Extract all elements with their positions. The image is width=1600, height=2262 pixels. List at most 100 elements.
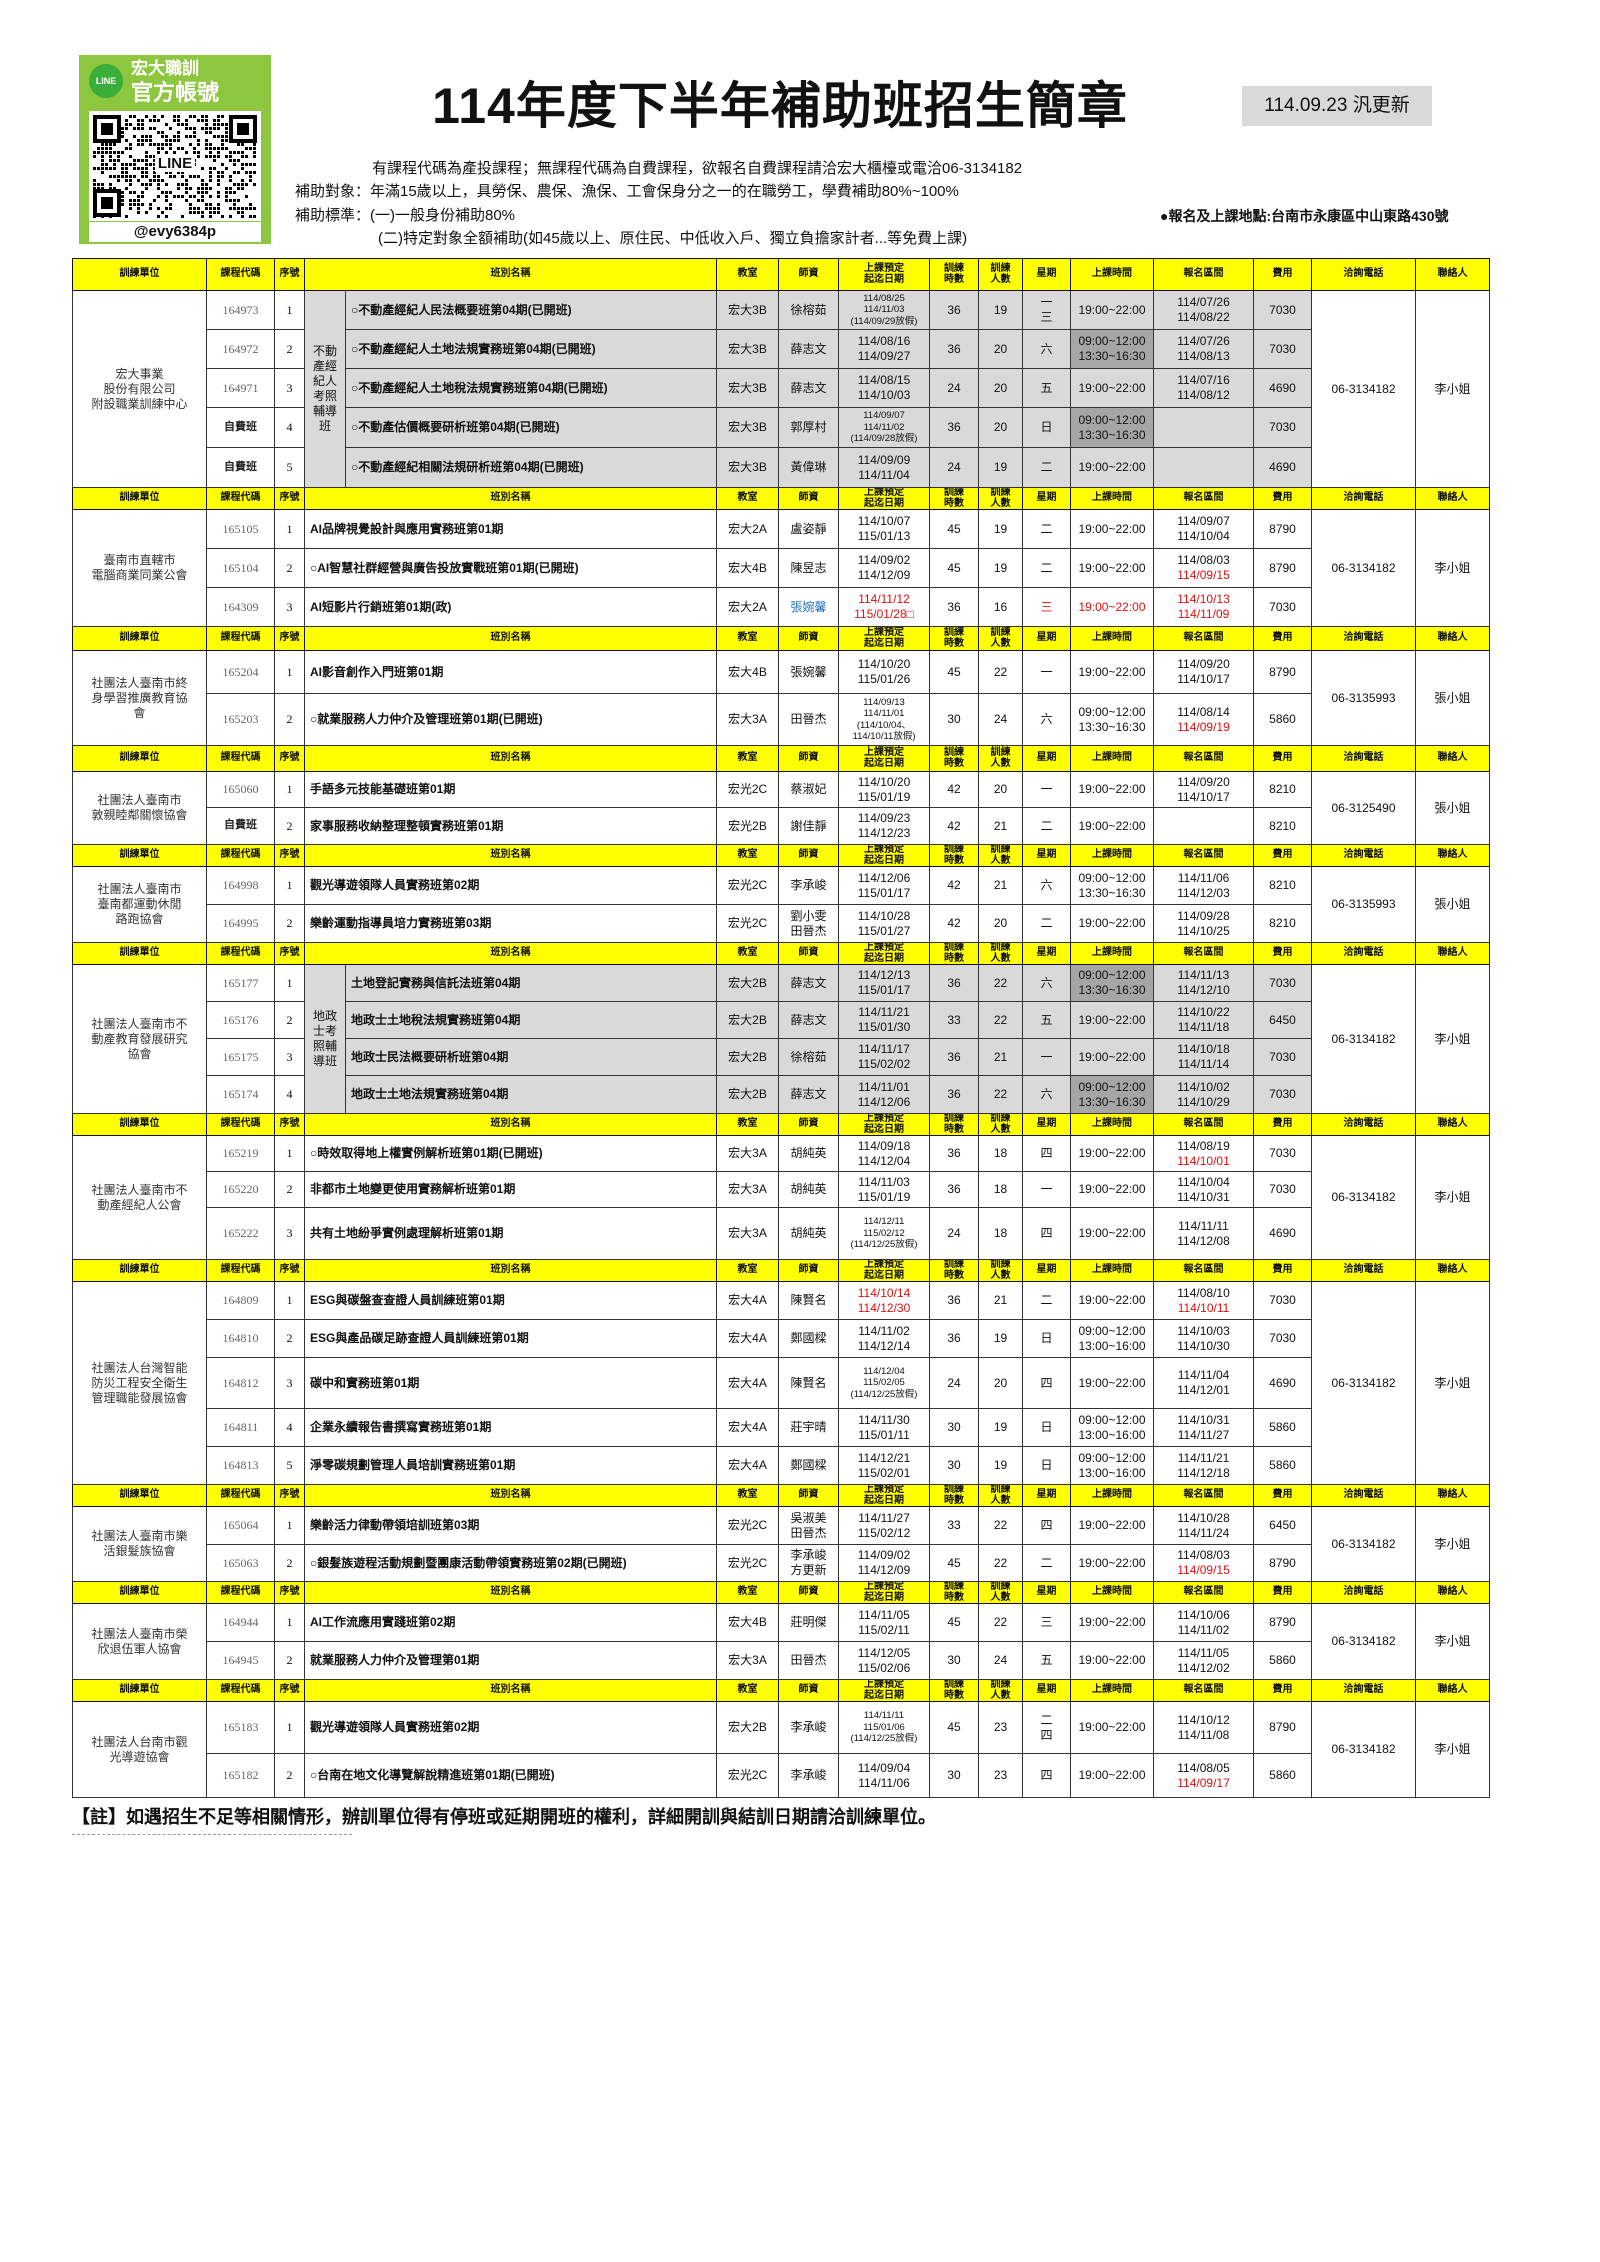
teacher: 張婉馨	[778, 650, 839, 694]
header-contact: 聯絡人	[1415, 745, 1490, 772]
teacher: 李承峻	[778, 1701, 839, 1754]
date-line: 114/11/03	[863, 304, 905, 316]
registration-date: 114/10/06	[1177, 1607, 1230, 1622]
header-time: 上課時間	[1070, 1113, 1154, 1136]
info-line-course-code: 有課程代碼為產投課程；無課程代碼為自費課程，欲報名自費課程請洽宏大櫃檯或電洽06…	[372, 160, 1023, 177]
training-unit: 臺南市直轄市 電腦商業同業公會	[72, 509, 207, 627]
header-dates: 上課預定 起迄日期	[838, 626, 930, 651]
registration-date: 114/08/10	[1177, 1285, 1230, 1300]
registration-period: 114/11/05 114/12/02	[1153, 1641, 1254, 1680]
date-line: 114/12/09	[857, 568, 911, 582]
fee: 4690	[1253, 1357, 1312, 1409]
registration-date: 114/08/12	[1177, 388, 1230, 402]
fee: 8790	[1253, 509, 1312, 549]
class-time: 09:00~12:00 13:00~16:00	[1070, 1319, 1154, 1358]
header-teacher: 師資	[778, 1484, 839, 1507]
fee: 5860	[1253, 1641, 1312, 1680]
header-weekday: 星期	[1022, 1484, 1071, 1507]
class-name: ○不動產經紀人土地法規實務班第04期(已開班)	[345, 329, 717, 369]
class-time: 09:00~12:00 13:30~16:30	[1070, 693, 1154, 746]
classroom: 宏大2B	[716, 1701, 779, 1754]
fee: 7030	[1253, 1281, 1312, 1320]
header-dates: 上課預定 起迄日期	[838, 1581, 930, 1604]
table-row: 164810 2 ESG與產品碳足跡查證人員訓練班第01期 宏大4A 鄭國樑 114/11…	[73, 1319, 1490, 1358]
registration-date: 114/11/09	[1177, 607, 1230, 621]
table-header-row: 訓練單位 課程代碼 序號 班別名稱 教室 師資 上課預定 起迄日期 訓練 時數 訓練 人數 星期上…	[72, 1581, 1490, 1604]
course-dates: 114/11/01 114/12/06	[838, 1075, 930, 1114]
header-room: 教室	[716, 942, 779, 965]
registration-period: 114/10/13 114/11/09	[1153, 587, 1254, 627]
training-people: 21	[978, 1281, 1023, 1320]
table-row: 社團法人臺南市樂 活銀髮族協會 165064 1 樂齡活力律動帶領培訓班第03期 宏光2…	[72, 1506, 1490, 1582]
registration-date: 114/12/08	[1177, 1233, 1230, 1248]
table-row: 165176 2 地政士土地稅法規實務班第04期 宏大2B 薛志文 114/11/21 11…	[73, 1001, 1490, 1039]
header-seq: 序號	[274, 942, 305, 965]
weekday: 四	[1022, 1135, 1071, 1172]
table-row: 自費班 4 ○不動產估價概要研析班第04期(已開班) 宏大3B 郭厚村 114/09/07…	[73, 407, 1490, 448]
date-line: 114/12/11	[863, 1216, 905, 1228]
training-people: 22	[978, 964, 1023, 1002]
header-room: 教室	[716, 1484, 779, 1507]
header-class-name: 班別名稱	[304, 1113, 717, 1136]
weekday: 六	[1022, 1075, 1071, 1114]
date-line: 114/10/20	[857, 774, 911, 789]
training-people: 23	[978, 1753, 1023, 1798]
fee: 7030	[1253, 964, 1312, 1002]
header-dates: 上課預定 起迄日期	[838, 1679, 930, 1702]
date-line: 115/01/30	[857, 1020, 911, 1034]
classroom: 宏光2C	[716, 1506, 779, 1545]
registration-period: 114/10/31 114/11/27	[1153, 1408, 1254, 1447]
classroom: 宏光2C	[716, 904, 779, 943]
date-line: 115/01/17	[857, 885, 911, 900]
registration-date: 114/11/14	[1177, 1057, 1230, 1071]
classroom: 宏大4A	[716, 1446, 779, 1485]
weekday: 五	[1022, 1001, 1071, 1039]
fee: 5860	[1253, 1753, 1312, 1798]
class-name: ESG與產品碳足跡查證人員訓練班第01期	[304, 1319, 717, 1358]
date-line: 114/09/27	[857, 349, 911, 363]
class-name: ESG與碳盤查查證人員訓練班第01期	[304, 1281, 717, 1320]
course-code: 自費班	[206, 447, 275, 488]
header-code: 課程代碼	[206, 258, 275, 291]
header-time: 上課時間	[1070, 1484, 1154, 1507]
registration-date: 114/12/01	[1177, 1383, 1230, 1397]
class-name: 樂齡活力律動帶領培訓班第03期	[304, 1506, 717, 1545]
table-row: 社團法人臺南市榮 欣退伍軍人協會 164944 1 AI工作流應用實踐班第02期 宏大4…	[72, 1603, 1490, 1680]
registration-date: 114/10/04	[1177, 1174, 1230, 1189]
class-time: 19:00~22:00	[1070, 650, 1154, 694]
header-phone: 洽詢電話	[1311, 1113, 1416, 1136]
seq-number: 1	[274, 1603, 305, 1642]
training-hours: 30	[929, 1753, 979, 1798]
weekday: 一	[1022, 1171, 1071, 1208]
class-name: 觀光導遊領隊人員實務班第02期	[304, 1701, 717, 1754]
header-room: 教室	[716, 487, 779, 510]
weekday: 三	[1022, 587, 1071, 627]
course-code: 164812	[206, 1357, 275, 1409]
training-hours: 33	[929, 1001, 979, 1039]
table-header-row: 訓練單位 課程代碼 序號 班別名稱 教室 師資 上課預定 起迄日期 訓練 時數 訓練 人數 星期上…	[72, 1259, 1490, 1282]
header-unit: 訓練單位	[72, 1484, 207, 1507]
teacher: 田晉杰	[778, 693, 839, 746]
class-time: 19:00~22:00	[1070, 1753, 1154, 1798]
teacher: 徐榕茹	[778, 1038, 839, 1076]
logo-line2: 官方帳號	[131, 80, 220, 105]
classroom: 宏大3A	[716, 1207, 779, 1260]
fee: 4690	[1253, 368, 1312, 408]
class-name: ○時效取得地上權實例解析班第01期(已開班)	[304, 1135, 717, 1172]
date-line: 114/10/20	[857, 657, 911, 671]
registration-date: 114/11/02	[1177, 1622, 1230, 1637]
fee: 5860	[1253, 1408, 1312, 1447]
course-dates: 114/11/21 115/01/30	[838, 1001, 930, 1039]
registration-date: 114/08/05	[1177, 1760, 1230, 1775]
seq-number: 3	[274, 587, 305, 627]
class-time: 09:00~12:00 13:30~16:30	[1070, 407, 1154, 448]
class-name: 就業服務人力仲介及管理第01期	[304, 1641, 717, 1680]
course-dates: 114/10/20 115/01/26	[838, 650, 930, 694]
date-line: 115/02/01	[857, 1465, 911, 1480]
table-header-row: 訓練單位 課程代碼 序號 班別名稱 教室 師資 上課預定 起迄日期 訓練 時數 訓練 人數 星期上…	[72, 1113, 1490, 1136]
class-name: ○台南在地文化導覽解說精進班第01期(已開班)	[304, 1753, 717, 1798]
registration-date: 114/09/20	[1177, 774, 1230, 789]
header-registration: 報名區間	[1153, 626, 1254, 651]
registration-period: 114/10/04 114/10/31	[1153, 1171, 1254, 1208]
registration-period: 114/08/10 114/10/11	[1153, 1281, 1254, 1320]
